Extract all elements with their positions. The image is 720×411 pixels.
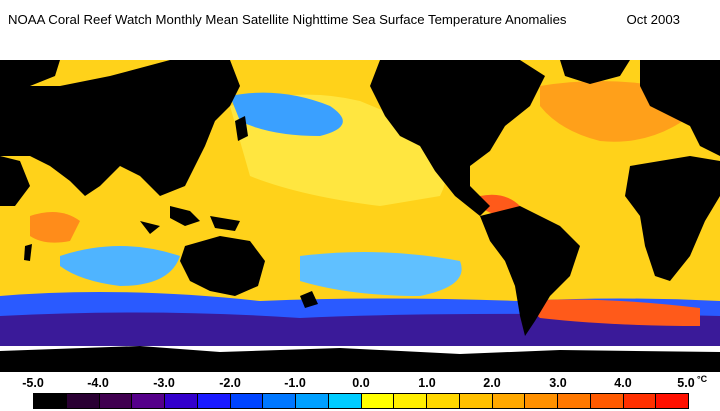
tick-label: 4.0	[614, 376, 632, 390]
colorbar-swatch	[656, 394, 688, 408]
tick-label: 2.0	[483, 376, 501, 390]
ocean-patch-south-atlantic-hot	[520, 299, 700, 326]
colorbar-swatch	[459, 394, 493, 408]
colorbar-swatch	[328, 394, 362, 408]
tick-label: -1.0	[284, 376, 306, 390]
land-asia	[0, 60, 240, 196]
colorbar-swatch	[525, 394, 558, 408]
land-madagascar	[24, 244, 32, 261]
land-africa	[625, 156, 720, 281]
land-europe	[640, 60, 720, 156]
land-africa-east-horn	[0, 156, 30, 206]
land-alaska-west	[0, 60, 60, 86]
tick-label: -3.0	[153, 376, 175, 390]
ocean-patch-south-pacific-cool	[300, 252, 462, 296]
colorbar-swatch	[165, 394, 198, 408]
land-north-america	[370, 60, 545, 216]
title-date: Oct 2003	[626, 12, 680, 27]
colorbar	[33, 393, 689, 409]
tick-label: -4.0	[87, 376, 109, 390]
colorbar-swatch	[132, 394, 165, 408]
arctic-ice	[0, 46, 720, 60]
colorbar-swatch	[623, 394, 657, 408]
colorbar-swatch	[296, 394, 329, 408]
tick-label: 3.0	[549, 376, 567, 390]
colorbar-swatch	[99, 394, 133, 408]
land-new-guinea	[210, 216, 240, 231]
colorbar-swatch	[263, 394, 296, 408]
tick-label: 5.0	[677, 376, 695, 390]
ocean-patch-north-pacific-cool	[230, 92, 343, 136]
land-japan	[235, 116, 248, 141]
tick-label: -2.0	[219, 376, 241, 390]
colorbar-swatch	[427, 394, 460, 408]
colorbar-swatch	[361, 394, 395, 408]
land-australia	[180, 236, 265, 296]
title-text: NOAA Coral Reef Watch Monthly Mean Satel…	[8, 12, 567, 27]
land-antarctica	[0, 346, 720, 372]
ocean-patch-indian-cool	[60, 246, 180, 286]
land-south-america	[480, 206, 580, 336]
colorbar-swatch	[558, 394, 591, 408]
tick-label: 1.0	[418, 376, 436, 390]
colorbar-swatch	[492, 394, 526, 408]
land-borneo	[170, 206, 200, 226]
colorbar-swatch	[197, 394, 231, 408]
tick-label: -5.0	[22, 376, 44, 390]
colorbar-ticks: -5.0 -4.0 -3.0 -2.0 -1.0 0.0 1.0 2.0 3.0…	[0, 374, 720, 394]
map-title: NOAA Coral Reef Watch Monthly Mean Satel…	[0, 12, 720, 32]
land-sumatra	[140, 221, 160, 234]
colorbar-swatch	[66, 394, 100, 408]
world-map-svg	[0, 46, 720, 372]
sst-anomaly-map	[0, 46, 720, 372]
colorbar-swatch	[230, 394, 264, 408]
ocean-patch-indian-warm	[30, 212, 80, 243]
land-new-zealand	[300, 291, 318, 308]
colorbar-swatch	[394, 394, 427, 408]
unit-label: °C	[697, 374, 708, 384]
tick-label: 0.0	[352, 376, 370, 390]
colorbar-swatch	[590, 394, 624, 408]
colorbar-swatch	[34, 394, 67, 408]
ocean-band-southern-cold	[0, 312, 720, 346]
land-greenland	[560, 60, 630, 84]
